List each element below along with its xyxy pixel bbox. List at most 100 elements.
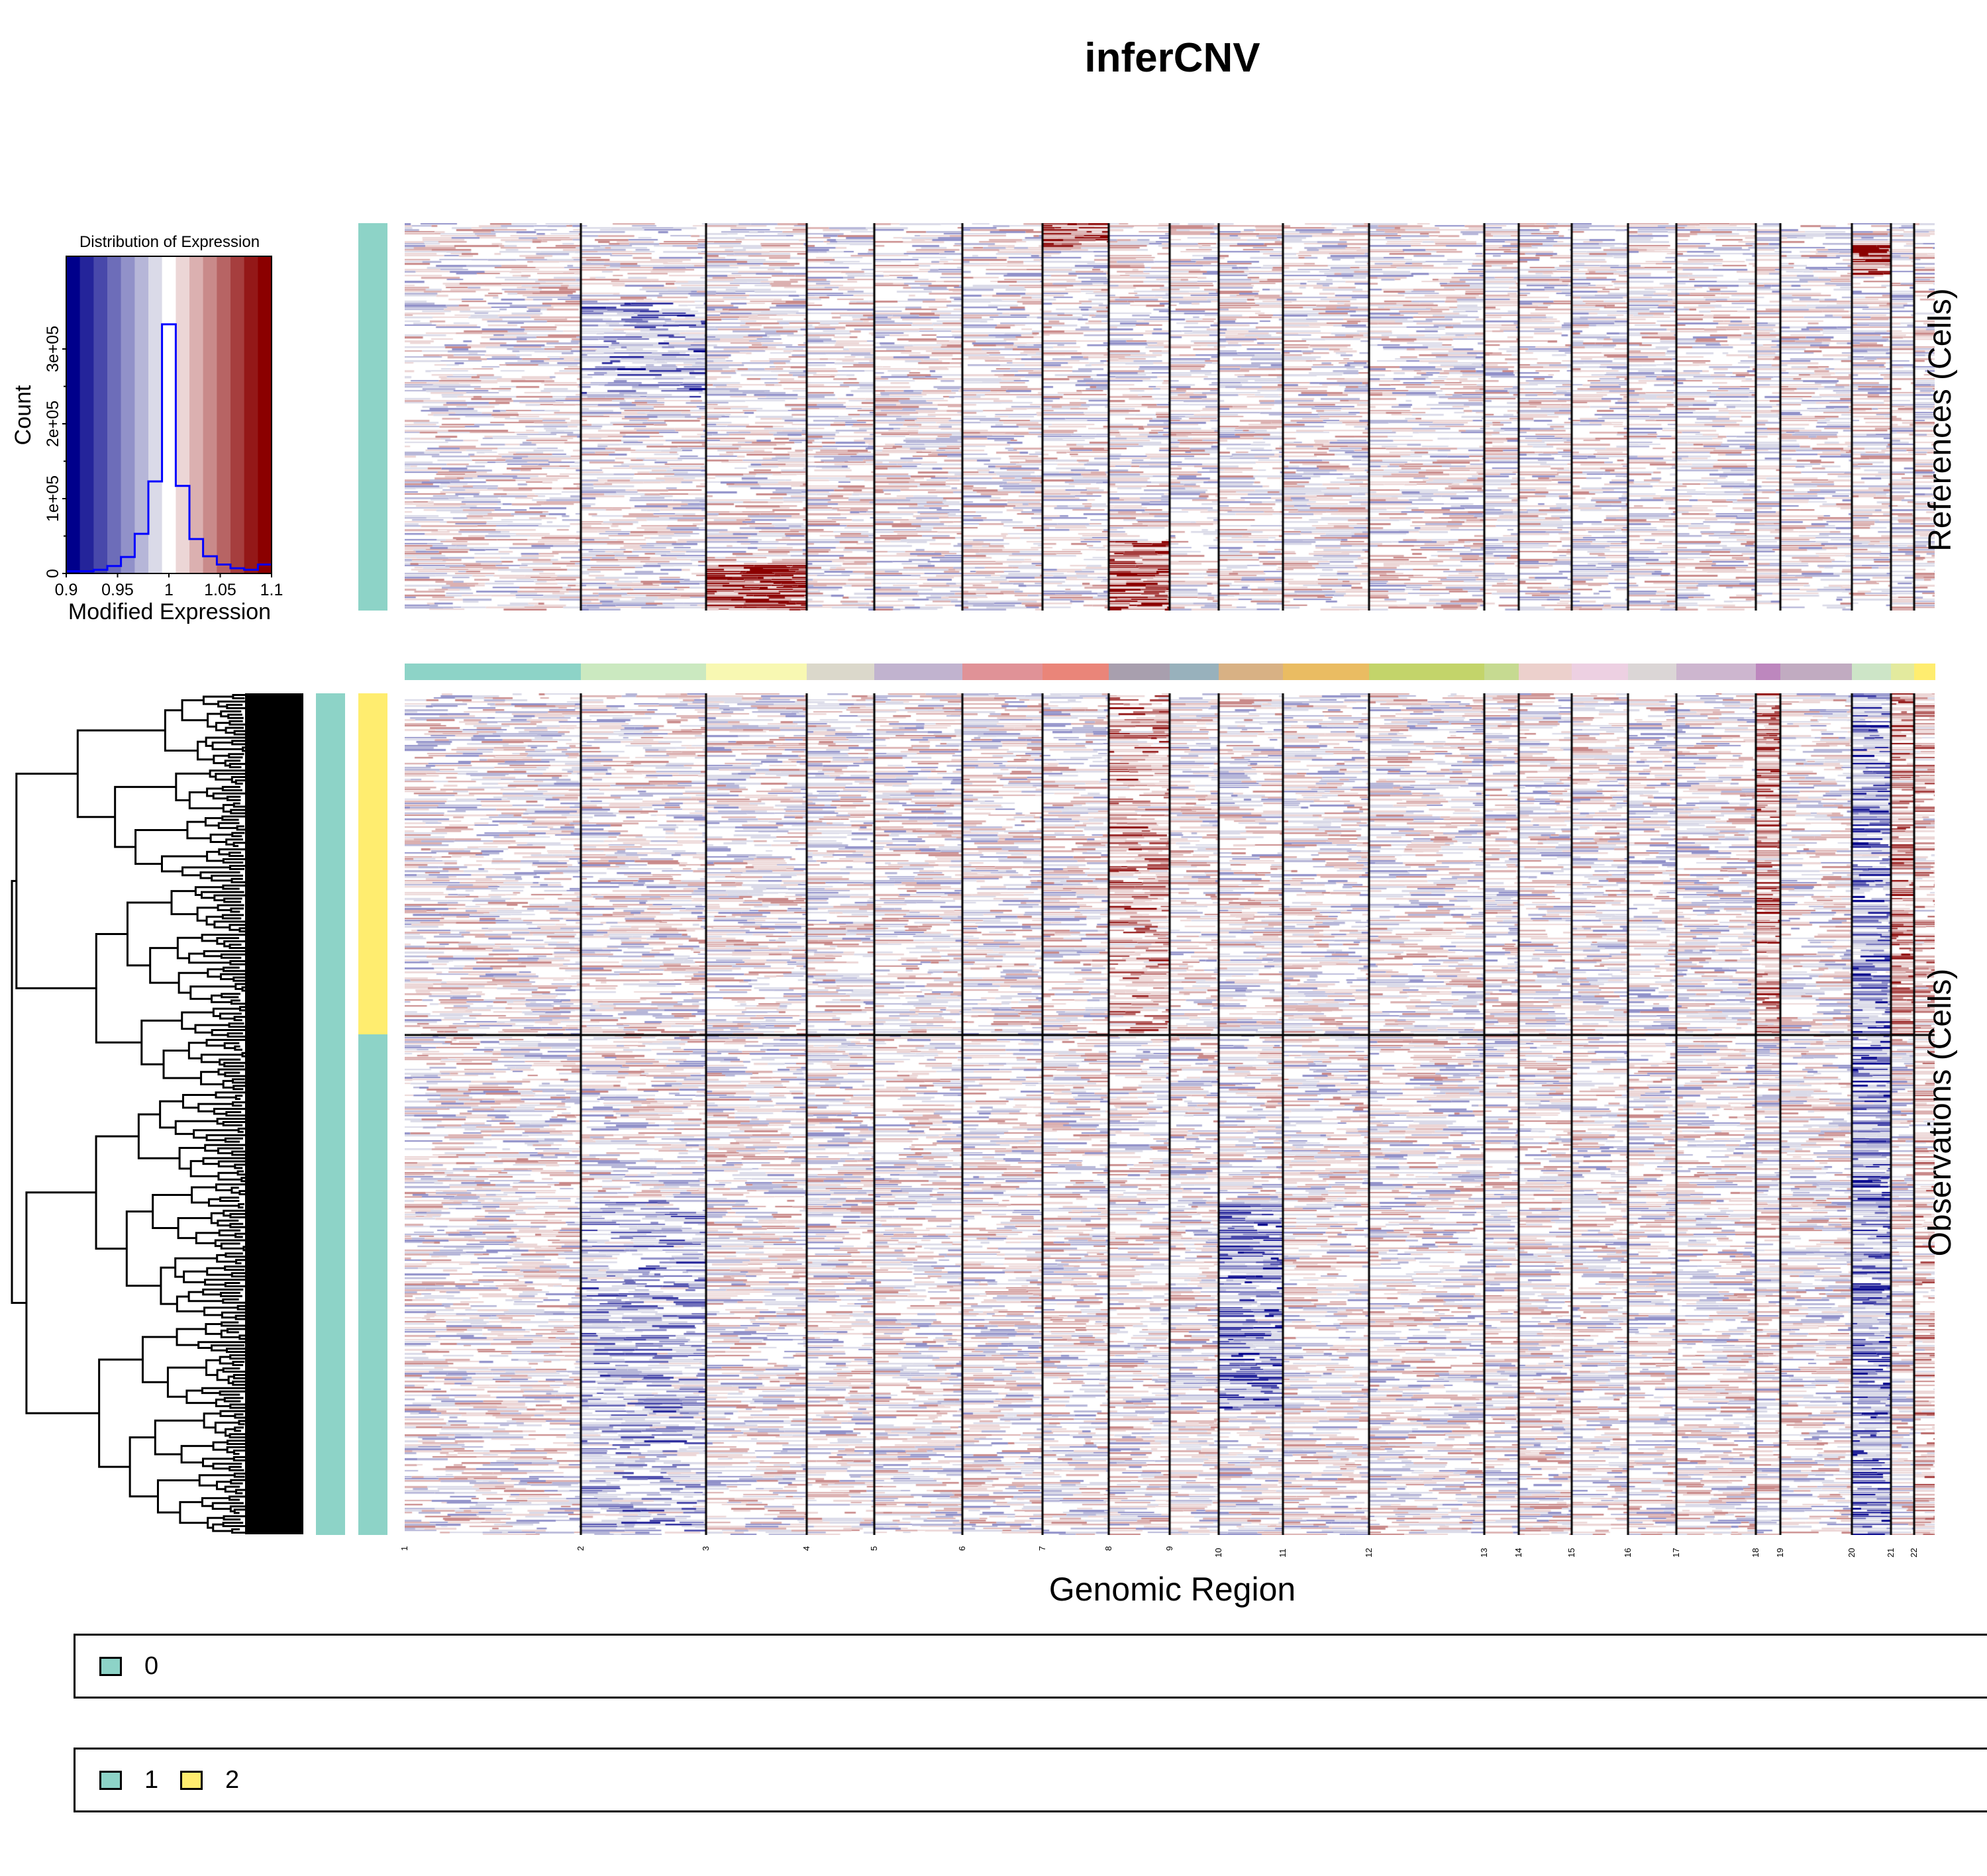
dendrogram-branch (162, 1050, 201, 1079)
dendrogram-branch (233, 730, 248, 736)
dendrogram-branch (225, 1428, 235, 1437)
chromosome-segment-14 (1519, 664, 1572, 680)
histogram-x-ticks: 0.9 0.95 1 1.05 1.1 (55, 573, 283, 599)
legend-swatch (99, 1770, 122, 1790)
dendrogram-branch (196, 907, 219, 922)
dendrogram-branch (228, 753, 244, 759)
chromosome-label-18: 18 (1751, 1548, 1760, 1557)
y-tick-label: 3e+05 (44, 326, 62, 372)
chromosome-label-13: 13 (1479, 1548, 1489, 1557)
dendrogram-branch (226, 1446, 246, 1454)
dendrogram-branch (225, 1252, 247, 1258)
dendrogram-branch (227, 713, 244, 719)
dendrogram-branch (207, 1198, 239, 1207)
dendrogram-branch (217, 1160, 250, 1167)
dendrogram-branch (232, 1361, 245, 1367)
dendrogram-branch (186, 820, 211, 840)
dendrogram-branch (217, 822, 240, 829)
dendrogram-branch (202, 1288, 244, 1296)
chromosome-label-11: 11 (1278, 1548, 1288, 1558)
chromosome-segment-15 (1572, 664, 1629, 680)
chromosome-segment-22 (1914, 664, 1935, 680)
dendrogram-branch (234, 1232, 251, 1238)
dendrogram-branch (230, 907, 244, 913)
chromosome-segment-1 (405, 664, 582, 680)
dendrogram-branch (221, 1321, 250, 1327)
dendrogram-branch (218, 848, 246, 856)
dendrogram-branch (202, 1157, 250, 1165)
chromosome-segment-20 (1852, 664, 1892, 680)
dendrogram-branch (233, 1016, 248, 1022)
chromosome-label-9: 9 (1164, 1546, 1174, 1551)
dendrogram-branch (194, 1024, 230, 1034)
chromosome-segment-21 (1891, 664, 1915, 680)
chromosome-segment-19 (1780, 664, 1853, 680)
chromosome-label-3: 3 (701, 1546, 711, 1551)
histogram-bin (134, 256, 149, 573)
chromosome-label-2: 2 (576, 1546, 586, 1551)
dendrogram-branch (235, 1259, 250, 1265)
histogram-bin (189, 256, 204, 573)
chromosome-segment-11 (1283, 664, 1370, 680)
dendrogram-branch (181, 1093, 217, 1109)
dendrogram-branch (199, 871, 240, 879)
dendrogram-branch (236, 825, 246, 831)
dendrogram-branch (11, 879, 26, 1304)
chromosome-label-6: 6 (957, 1546, 967, 1551)
legend-label: 1 (144, 1766, 159, 1794)
dendrogram-branch (159, 1100, 183, 1129)
chromosome-label-16: 16 (1623, 1548, 1633, 1557)
chromosome-segment-6 (962, 664, 1043, 680)
dendrogram-branch (220, 1291, 242, 1297)
dendrogram-branch (219, 1356, 233, 1365)
dendrogram-branch (224, 1281, 246, 1287)
dendrogram-branch (229, 1433, 247, 1439)
y-tick-label: 2e+05 (44, 401, 62, 447)
dendrogram-branch (224, 1137, 243, 1143)
dendrogram-branch (238, 1203, 245, 1209)
dendrogram-branch (206, 850, 224, 862)
y-tick-label: 1e+05 (44, 475, 62, 522)
dendrogram-branch (234, 1045, 242, 1051)
dendrogram-branch (178, 1146, 205, 1170)
dendrogram-branch (220, 1242, 244, 1250)
dendrogram-branch (187, 1291, 223, 1303)
dendrogram-branch (215, 1399, 230, 1408)
dendrogram-branch (203, 950, 248, 958)
dendrogram-branch (204, 1144, 249, 1152)
dendrogram-branch (221, 993, 241, 999)
dendrogram-branch (228, 1022, 249, 1028)
dendrogram-branch (220, 710, 242, 718)
dendrogram-branch (156, 1479, 200, 1514)
dendrogram-branch (223, 1061, 246, 1067)
dendrogram-branch (229, 1465, 244, 1471)
dendrogram-branch (231, 832, 245, 838)
dendrogram-branch (232, 1456, 252, 1461)
dendrogram-branch (25, 1191, 99, 1414)
dendrogram-branch (229, 1403, 247, 1409)
dendrogram-branch (238, 1006, 247, 1012)
chromosome-segment-12 (1369, 664, 1485, 680)
dendrogram-branch (181, 866, 230, 877)
legend-item-2: 2 (180, 1765, 239, 1795)
dendrogram-branch (202, 695, 233, 705)
dendrogram-branch (230, 1272, 251, 1278)
dendrogram-branch (232, 1380, 250, 1386)
dendrogram-branch (154, 1419, 205, 1456)
dendrogram-branch (222, 1522, 248, 1528)
legend-swatch (99, 1656, 122, 1676)
dendrogram-branch (187, 1042, 207, 1060)
group-1-segment (358, 1034, 387, 1535)
chromosome-color-strip (405, 664, 1935, 680)
dendrogram-branch (149, 947, 179, 984)
dendrogram-branch (224, 1485, 240, 1493)
dendrogram-branch (95, 1135, 139, 1250)
dendrogram-branch (125, 1210, 161, 1287)
dendrogram-branch (205, 915, 223, 926)
reference-legend: 0 (74, 1634, 1987, 1699)
chromosome-label-20: 20 (1847, 1548, 1857, 1557)
dendrogram-branch (234, 1413, 246, 1419)
dendrogram-branch (193, 1129, 239, 1139)
dendrogram-branch (203, 1412, 221, 1429)
dendrogram-branch (200, 1054, 243, 1063)
